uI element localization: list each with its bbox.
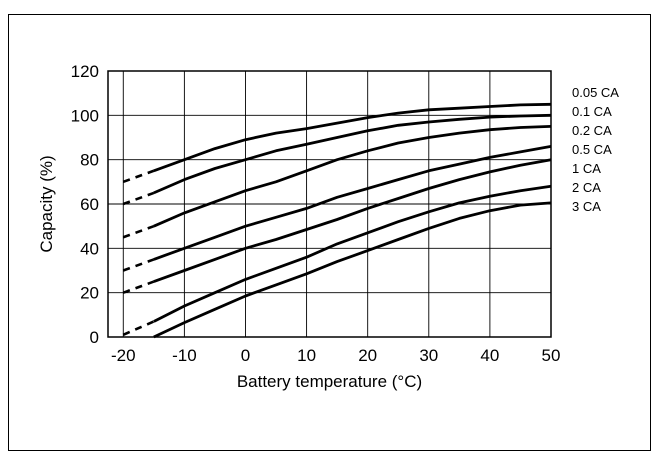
- series-line: [153, 145, 552, 261]
- series-dashed-extension: [122, 224, 155, 239]
- series-line: [153, 184, 552, 323]
- legend-label: 2 CA: [572, 180, 601, 195]
- legend-label: 0.5 CA: [572, 142, 612, 157]
- chart-frame: [8, 14, 651, 451]
- series-line: [153, 201, 552, 339]
- y-tick-label: 40: [80, 239, 99, 258]
- y-ticks: 0 20 40 60 80 100 120: [71, 62, 99, 347]
- series-line: [153, 113, 552, 195]
- y-tick-label: 60: [80, 195, 99, 214]
- series-dashed-extension: [122, 320, 155, 336]
- x-tick-label: 50: [542, 346, 561, 365]
- series-dashed-extension: [122, 280, 155, 294]
- x-tick-label: 10: [297, 346, 316, 365]
- x-tick-label: -10: [172, 346, 197, 365]
- x-tick-label: 30: [419, 346, 438, 365]
- series-line: [153, 125, 552, 228]
- legend-label: 1 CA: [572, 161, 601, 176]
- series-dashed-extension: [122, 169, 155, 184]
- legend-label: 0.05 CA: [572, 85, 619, 100]
- y-tick-label: 0: [90, 328, 99, 347]
- legend-label: 0.1 CA: [572, 104, 612, 119]
- series-dashed-extension: [122, 191, 155, 206]
- grid: [108, 70, 552, 338]
- x-tick-label: -20: [111, 346, 136, 365]
- y-tick-label: 120: [71, 62, 99, 81]
- y-axis-label: Capacity (%): [37, 155, 56, 252]
- series-dashed-extension: [122, 258, 155, 272]
- series-lines: [122, 102, 552, 339]
- x-tick-label: 20: [358, 346, 377, 365]
- x-tick-label: 0: [241, 346, 250, 365]
- x-ticks: -20 -10 0 10 20 30 40 50: [111, 346, 560, 365]
- legend-label: 3 CA: [572, 199, 601, 214]
- series-line: [153, 102, 552, 173]
- x-tick-label: 40: [480, 346, 499, 365]
- y-tick-label: 80: [80, 151, 99, 170]
- y-tick-label: 20: [80, 284, 99, 303]
- y-tick-label: 100: [71, 106, 99, 125]
- x-axis-label: Battery temperature (°C): [237, 372, 422, 391]
- series-line: [153, 158, 552, 283]
- legend-label: 0.2 CA: [572, 123, 612, 138]
- legend: 0.05 CA 0.1 CA 0.2 CA 0.5 CA 1 CA 2 CA 3 CA: [572, 85, 619, 214]
